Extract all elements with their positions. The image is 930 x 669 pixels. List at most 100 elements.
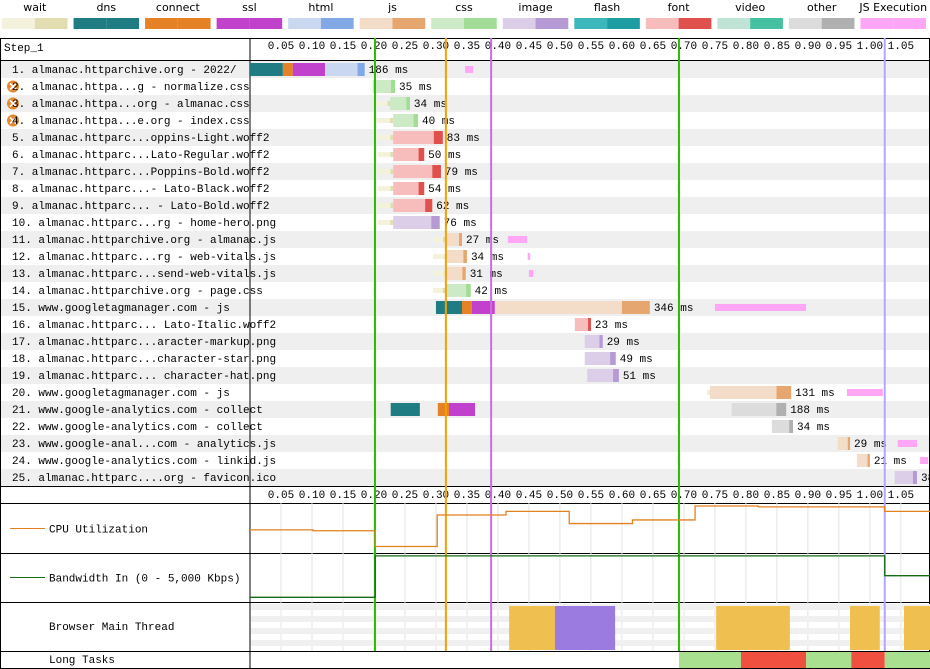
row-stripe: [0, 197, 930, 214]
js-execution: [897, 440, 917, 447]
step-label: Step_1: [4, 43, 44, 55]
legend-swatch: [216, 18, 250, 29]
segment-light: [837, 437, 851, 450]
request-label: 8. almanac.httparc...- Lato-Black.woff2: [12, 184, 269, 196]
x-tick-label: 0.10: [299, 490, 325, 502]
request-segment: [377, 220, 394, 225]
segment-light: [445, 233, 462, 246]
request-segment: [377, 135, 394, 140]
request-label: 24. www.google-analytics.com - linkid.js: [12, 456, 276, 468]
x-tick-label: 1.05: [888, 490, 914, 502]
request-segment: [445, 284, 471, 297]
segment-light: [706, 390, 710, 395]
segment-light: [393, 165, 441, 178]
request-label: 25. almanac.httparc....org - favicon.ico: [12, 473, 276, 485]
long-task: [678, 652, 741, 668]
panel-label: Long Tasks: [49, 655, 115, 667]
segment-light: [494, 301, 650, 314]
legend-label: html: [308, 1, 333, 14]
request-segment: [325, 63, 365, 76]
segment-light: [377, 169, 394, 174]
segment-dark: [390, 118, 394, 123]
segment-light: [377, 152, 394, 157]
segment-light: [447, 267, 466, 280]
legend-label: js: [387, 1, 397, 14]
x-tick-label: 0.80: [733, 41, 759, 53]
js-execution: [714, 304, 807, 311]
segment-dark: [390, 169, 394, 174]
duration-label: 186 ms: [369, 65, 409, 77]
request-segment: [448, 403, 476, 416]
legend-swatch: [73, 18, 107, 29]
legend-label: ssl: [242, 1, 257, 14]
segment-dark: [912, 471, 917, 484]
x-tick-label: 0.35: [454, 41, 480, 53]
request-segment: [375, 118, 394, 123]
thread-activity: [554, 606, 616, 650]
request-segment: [393, 182, 425, 195]
duration-label: 51 ms: [623, 371, 656, 383]
legend-label: video: [735, 1, 765, 14]
legend-label: font: [668, 1, 691, 14]
request-label: 18. almanac.httparc...character-star.png: [12, 354, 276, 366]
long-task: [851, 652, 885, 668]
segment-dark: [789, 420, 794, 433]
legend-swatch: [177, 18, 211, 29]
segment-light: [393, 148, 425, 161]
segment-dark: [462, 267, 466, 280]
duration-label: 40 ms: [422, 116, 455, 128]
duration-label: 49 ms: [620, 354, 653, 366]
legend-label: css: [455, 1, 473, 14]
x-tick-label: 0.90: [795, 490, 821, 502]
segment-light: [393, 131, 443, 144]
long-task: [806, 652, 852, 668]
segment-light: [375, 101, 391, 106]
segment-light: [461, 301, 472, 314]
x-tick-label: 0.50: [547, 41, 573, 53]
legend-swatch: [464, 18, 497, 29]
segment-light: [432, 254, 448, 259]
segment-light: [390, 403, 420, 416]
legend-swatch: [392, 18, 426, 29]
segment-dark: [610, 352, 616, 365]
segment-light: [282, 63, 293, 76]
request-segment: [771, 420, 794, 433]
segment-light: [377, 220, 394, 225]
request-segment: [709, 386, 792, 399]
request-label: 6. almanac.httparc...Lato-Regular.woff2: [12, 150, 269, 162]
request-segment: [372, 80, 396, 93]
request-label: 10. almanac.httparc...rg - home-hero.png: [12, 218, 276, 230]
legend-swatch: [502, 18, 536, 29]
x-tick-label: 0.60: [609, 41, 635, 53]
request-label: 3. almanac.httpa...org - almanac.css: [12, 99, 250, 111]
x-tick-label: 0.50: [547, 490, 573, 502]
thread-activity: [716, 606, 790, 650]
segment-light: [372, 80, 396, 93]
request-segment: [377, 152, 394, 157]
x-tick-label: 0.35: [454, 490, 480, 502]
duration-label: 54 ms: [428, 184, 461, 196]
request-segment: [437, 403, 449, 416]
request-label: 15. www.googletagmanager.com - js: [12, 303, 230, 315]
segment-dark: [463, 250, 467, 263]
request-label: 12. almanac.httparc...rg - web-vitals.js: [12, 252, 276, 264]
duration-label: 34 ms: [414, 99, 447, 111]
request-segment: [494, 301, 650, 314]
x-tick-label: 0.25: [392, 41, 418, 53]
segment-dark: [621, 301, 650, 314]
segment-light: [393, 199, 433, 212]
request-label: 4. almanac.httpa...e.org - index.css: [12, 116, 250, 128]
segment-dark: [599, 335, 603, 348]
request-segment: [377, 169, 394, 174]
legend-swatch: [34, 18, 68, 29]
request-segment: [731, 403, 787, 416]
x-tick-label: 0.25: [392, 490, 418, 502]
segment-dark: [443, 288, 446, 293]
request-segment: [432, 288, 446, 293]
segment-light: [445, 284, 471, 297]
segment-dark: [613, 369, 619, 382]
request-segment: [393, 114, 418, 127]
row-stripe: [0, 333, 930, 350]
segment-light: [856, 454, 870, 467]
x-tick-label: 0.40: [485, 490, 511, 502]
